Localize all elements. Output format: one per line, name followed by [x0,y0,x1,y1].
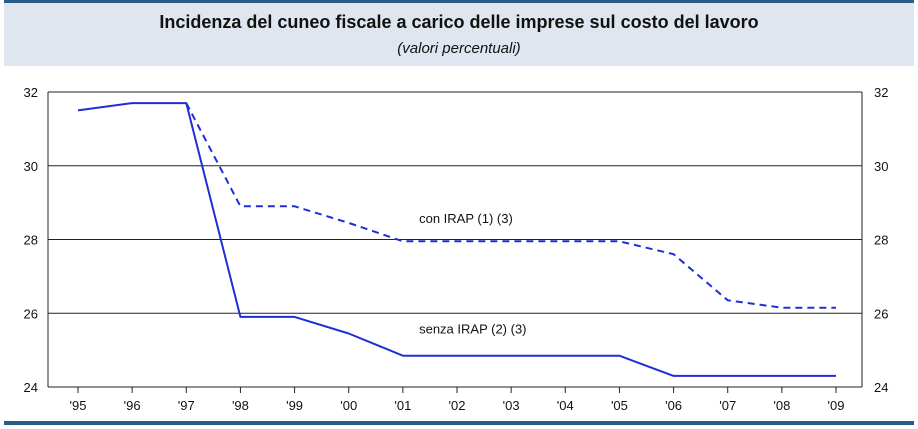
x-tick-label: '04 [557,398,574,413]
x-tick-label: '98 [232,398,249,413]
series-line-senza-irap [77,102,836,377]
y-tick-label: 28 [874,233,888,248]
x-tick-label: '96 [124,398,141,413]
y-tick-label: 24 [874,380,888,395]
bottom-rule [4,421,914,425]
axes [47,91,863,393]
x-tick-label: '01 [394,398,411,413]
x-tick-label: '05 [611,398,628,413]
chart-header: Incidenza del cuneo fiscale a carico del… [4,0,914,66]
y-tick-labels-left: 24 26 28 30 32 [24,85,38,395]
x-tick-label: '03 [503,398,520,413]
series-label: con IRAP (1) (3) [419,211,513,226]
grid-lines [48,165,862,314]
x-tick-label: '08 [773,398,790,413]
y-tick-label: 26 [874,306,888,321]
series-label: senza IRAP (2) (3) [419,322,526,337]
y-tick-label: 26 [24,306,38,321]
series-annotations: con IRAP (1) (3) senza IRAP (2) (3) [419,211,526,337]
chart-subtitle: (valori percentuali) [397,40,521,57]
y-tick-label: 30 [24,159,38,174]
x-tick-label: '97 [178,398,195,413]
x-tick-labels: '95 '96 '97 '98 '99 '00 '01 '02 '03 '04 '05 '06 '07 '… [70,398,845,413]
series-line-con-irap [185,102,836,309]
x-tick-label: '00 [340,398,357,413]
y-tick-label: 24 [24,380,38,395]
x-tick-label: '99 [286,398,303,413]
x-tick-label: '02 [449,398,466,413]
x-tick-label: '95 [70,398,87,413]
series-lines [77,102,836,377]
x-tick-label: '06 [665,398,682,413]
y-tick-labels-right: 24 26 28 30 32 [874,85,888,395]
x-tick-label: '09 [828,398,845,413]
x-tick-label: '07 [719,398,736,413]
y-tick-label: 30 [874,159,888,174]
y-tick-label: 32 [874,85,888,100]
y-tick-label: 28 [24,233,38,248]
chart-title: Incidenza del cuneo fiscale a carico del… [159,12,759,32]
y-tick-label: 32 [24,85,38,100]
